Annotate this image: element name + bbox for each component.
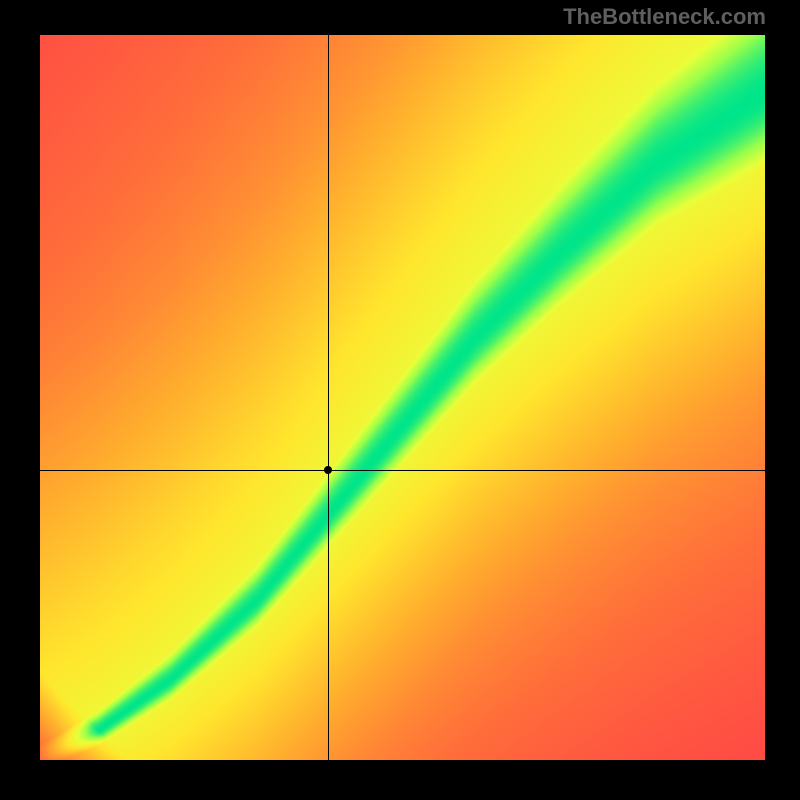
heatmap-canvas [40,35,765,760]
watermark-text: TheBottleneck.com [563,4,766,30]
plot-area [40,35,765,760]
marker-dot [324,466,332,474]
crosshair-horizontal [40,470,765,471]
crosshair-vertical [328,35,329,760]
